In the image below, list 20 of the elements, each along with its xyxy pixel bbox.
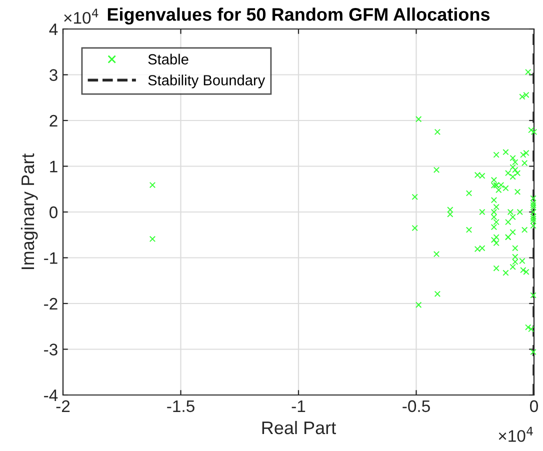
y-tick-label: 0: [50, 206, 58, 218]
x-axis-title: Real Part: [262, 420, 336, 434]
y-axis-title: Imaginary Part: [20, 153, 38, 270]
text: ×10$^{4}$: [64, 8, 98, 24]
text: ×10$^{4}$: [498, 426, 533, 442]
ref-line-label: Stability Boundary: [148, 74, 266, 88]
x-tick-label: -0.5: [402, 400, 430, 412]
y-tick-label: -2: [44, 298, 58, 310]
y-tick-label: 2: [50, 114, 58, 127]
x-tick-label: -1.5: [167, 400, 194, 412]
x-tick-label: -1: [292, 400, 306, 412]
x-tick-label: 0: [530, 400, 538, 412]
y-tick-label: 1: [50, 160, 58, 172]
y-tick-label: -1: [44, 252, 58, 264]
chart-title: Eigenvalues for 50 Random GFM Allocations: [108, 8, 490, 24]
y-tick-label: 3: [50, 69, 58, 81]
y-tick-label: -3: [44, 344, 58, 356]
y-tick-label: 4: [49, 24, 58, 36]
legend-label: Stable: [148, 54, 188, 65]
y-tick-label: -4: [44, 390, 58, 402]
